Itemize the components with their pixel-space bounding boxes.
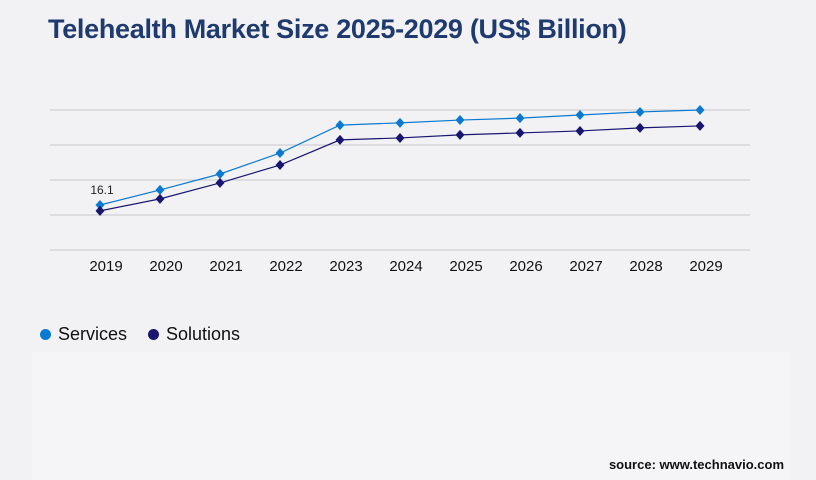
source-credit: source: www.technavio.com <box>608 457 784 472</box>
data-point <box>695 105 705 115</box>
data-point <box>215 177 225 188</box>
data-point <box>335 134 345 145</box>
data-point <box>575 110 585 121</box>
data-label: 16.1 <box>90 183 114 197</box>
x-tick-label: 2022 <box>269 258 302 275</box>
data-point <box>275 148 285 159</box>
x-tick-label: 2027 <box>569 258 602 275</box>
data-point <box>635 106 645 117</box>
data-point <box>635 122 645 133</box>
data-point <box>275 160 285 171</box>
data-point <box>575 125 585 136</box>
background-panel <box>32 352 790 480</box>
x-tick-label: 2021 <box>209 258 242 275</box>
data-point <box>155 193 165 204</box>
data-point <box>395 132 405 143</box>
x-tick-label: 2028 <box>629 258 662 275</box>
data-point <box>95 205 105 216</box>
data-point <box>455 129 465 140</box>
data-point <box>155 184 165 195</box>
legend-item-services: Services <box>40 324 127 345</box>
data-point <box>515 113 525 124</box>
data-point <box>215 168 225 179</box>
legend-marker-services <box>40 329 51 340</box>
x-tick-label: 2023 <box>329 258 362 275</box>
data-point <box>395 117 405 128</box>
x-tick-label: 2026 <box>509 258 542 275</box>
legend-marker-solutions <box>148 329 159 340</box>
x-tick-label: 2019 <box>89 258 122 275</box>
x-tick-label: 2029 <box>689 258 722 275</box>
data-point <box>515 127 525 138</box>
legend-label: Solutions <box>166 324 241 344</box>
legend-label: Services <box>58 324 128 344</box>
x-tick-label: 2024 <box>389 258 422 275</box>
x-tick-label: 2025 <box>449 258 482 275</box>
data-point <box>695 120 705 131</box>
legend-item-solutions: Solutions <box>148 324 240 345</box>
x-tick-label: 2020 <box>149 258 182 275</box>
data-point <box>95 200 105 211</box>
data-point <box>335 120 345 131</box>
chart-title: Telehealth Market Size 2025-2029 (US$ Bi… <box>48 14 627 44</box>
data-point <box>455 115 465 126</box>
